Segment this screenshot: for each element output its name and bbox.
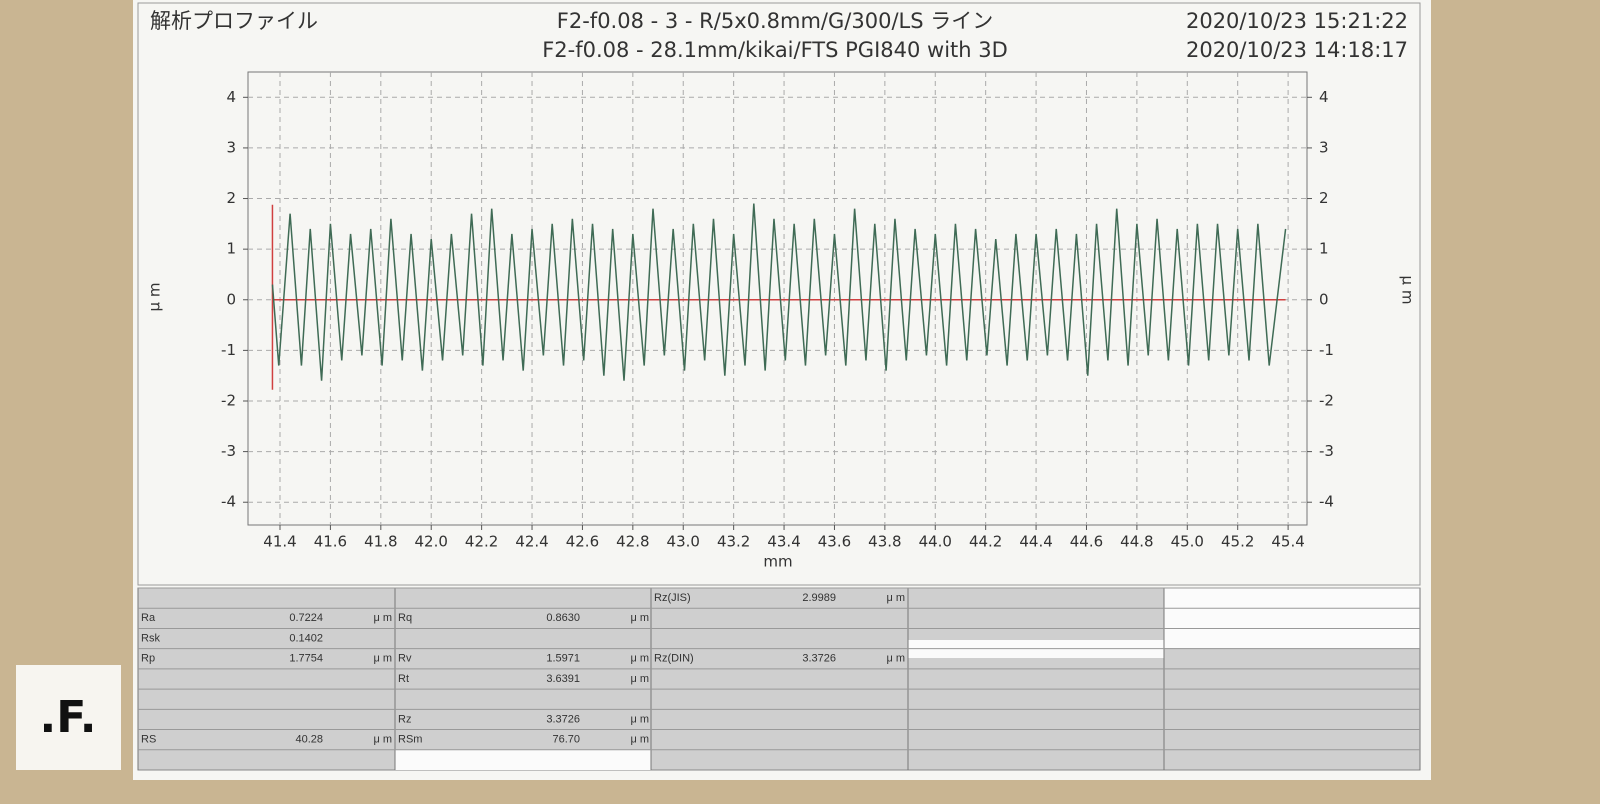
x-tick-label: 42.0 — [415, 533, 448, 551]
x-tick-label: 45.4 — [1271, 533, 1304, 551]
y-tick-label: 4 — [226, 88, 236, 106]
y2-tick-label: 4 — [1319, 88, 1329, 106]
x-tick-label: 44.4 — [1019, 533, 1052, 551]
x-tick-label: 43.2 — [717, 533, 750, 551]
param-unit: μ m — [886, 653, 905, 665]
y-tick-label: -1 — [221, 341, 236, 359]
date: 2020/10/23 15:21:22 — [1186, 9, 1408, 33]
y-tick-label: -2 — [221, 391, 236, 409]
param-name: RSm — [398, 734, 422, 746]
report-name: 解析プロファイル — [150, 9, 318, 33]
param-value: 0.7224 — [289, 612, 323, 624]
y2-tick-label: 2 — [1319, 189, 1329, 207]
y2-axis-label: μ m — [1399, 276, 1417, 305]
param-unit: μ m — [630, 734, 649, 746]
param-value: 0.8630 — [546, 612, 580, 624]
y2-tick-label: -3 — [1319, 442, 1334, 460]
parameter-table: Rz(JIS) 2.9989 μ m Ra 0.7224 μ m Rq 0.8630 μ m Rs… — [137, 587, 1421, 771]
x-tick-label: 44.8 — [1120, 533, 1153, 551]
param-unit: μ m — [373, 612, 392, 624]
param-unit: μ m — [373, 734, 392, 746]
param-value: 3.3726 — [546, 713, 580, 725]
x-tick-label: 43.6 — [818, 533, 851, 551]
y2-tick-label: -4 — [1319, 493, 1334, 511]
y2-tick-label: -1 — [1319, 341, 1334, 359]
param-name: Rz(DIN) — [654, 653, 694, 665]
param-name: Rsk — [141, 632, 160, 644]
y-tick-label: 2 — [226, 189, 236, 207]
x-tick-label: 43.0 — [667, 533, 700, 551]
chart-frame — [137, 2, 1421, 586]
blank-cell — [395, 750, 651, 770]
blank-cell — [1164, 588, 1420, 648]
x-tick-label: 45.2 — [1221, 533, 1254, 551]
param-name: Ra — [141, 612, 156, 624]
param-name: Rv — [398, 653, 412, 665]
x-tick-label: 42.4 — [515, 533, 548, 551]
y2-tick-label: 0 — [1319, 290, 1329, 308]
param-name: RS — [141, 734, 156, 746]
date: 2020/10/23 14:18:17 — [1186, 38, 1408, 62]
param-value: 40.28 — [295, 734, 323, 746]
param-value: 0.1402 — [289, 632, 323, 644]
profile-line — [271, 203, 1287, 381]
x-tick-label: 44.0 — [919, 533, 952, 551]
plot-frame — [247, 71, 1308, 526]
param-value: 3.3726 — [802, 653, 836, 665]
param-name: Rp — [141, 653, 155, 665]
param-name: Rq — [398, 612, 412, 624]
param-unit: μ m — [630, 612, 649, 624]
param-value: 76.70 — [552, 734, 580, 746]
y-axis-label: μ m — [146, 283, 164, 312]
param-value: 2.9989 — [802, 592, 836, 604]
x-tick-label: 42.6 — [566, 533, 599, 551]
x-tick-label: 41.6 — [314, 533, 347, 551]
logo-box — [16, 665, 121, 770]
y-tick-label: -4 — [221, 493, 236, 511]
param-value: 3.6391 — [546, 673, 580, 685]
param-unit: μ m — [630, 713, 649, 725]
param-name: Rz(JIS) — [654, 592, 691, 604]
x-tick-label: 45.0 — [1171, 533, 1204, 551]
x-tick-label: 42.8 — [616, 533, 649, 551]
y-tick-label: -3 — [221, 442, 236, 460]
y2-tick-label: 3 — [1319, 138, 1329, 156]
param-value: 1.7754 — [289, 653, 323, 665]
param-unit: μ m — [630, 653, 649, 665]
y-tick-label: 3 — [226, 138, 236, 156]
param-unit: μ m — [886, 592, 905, 604]
y-tick-label: 1 — [226, 240, 236, 258]
y-tick-label: 0 — [226, 290, 236, 308]
x-tick-label: 44.2 — [969, 533, 1002, 551]
param-value: 1.5971 — [546, 653, 580, 665]
x-tick-label: 41.8 — [364, 533, 397, 551]
x-tick-label: 43.8 — [868, 533, 901, 551]
x-tick-label: 42.2 — [465, 533, 498, 551]
title-line: F2-f0.08 - 3 - R/5x0.8mm/G/300/LS ライン — [557, 9, 993, 33]
x-axis-label: mm — [763, 553, 792, 571]
x-tick-label: 41.4 — [263, 533, 296, 551]
y2-tick-label: 1 — [1319, 240, 1329, 258]
param-unit: μ m — [373, 653, 392, 665]
x-tick-label: 44.6 — [1070, 533, 1103, 551]
param-name: Rz — [398, 713, 411, 725]
logo: .F. — [39, 692, 96, 743]
param-unit: μ m — [630, 673, 649, 685]
y2-tick-label: -2 — [1319, 391, 1334, 409]
title-line: F2-f0.08 - 28.1mm/kikai/FTS PGI840 with … — [542, 38, 1008, 62]
param-name: Rt — [398, 673, 409, 685]
x-tick-label: 43.4 — [767, 533, 800, 551]
